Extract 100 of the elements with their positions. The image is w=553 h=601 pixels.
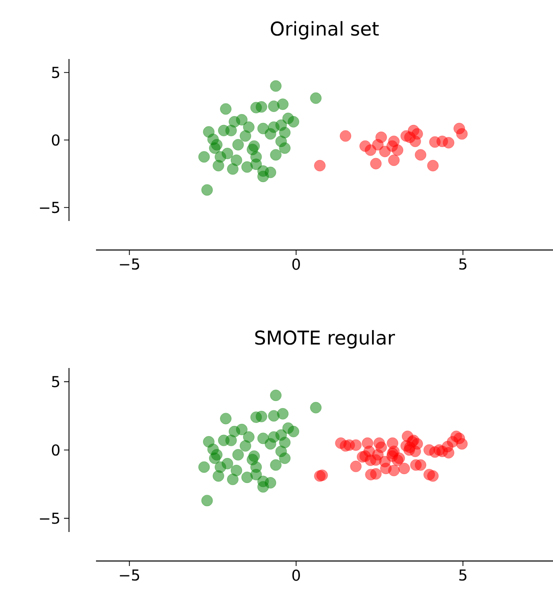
point (450, 430, 462, 442)
point (378, 146, 390, 158)
point (282, 422, 294, 434)
point (230, 154, 242, 166)
point (242, 431, 254, 443)
point (270, 80, 282, 92)
point (220, 103, 232, 115)
point (241, 161, 253, 173)
point (426, 160, 438, 172)
point (220, 412, 232, 424)
point (268, 410, 280, 422)
point (350, 439, 362, 451)
point (201, 494, 213, 506)
point (270, 390, 282, 402)
point (240, 130, 251, 142)
point (364, 468, 376, 480)
point (316, 470, 328, 481)
x-tick-label: 5 (459, 570, 466, 581)
y-tick-label: −5 (40, 512, 59, 524)
point (248, 140, 260, 152)
point (256, 101, 267, 113)
point (212, 470, 224, 482)
point (236, 114, 248, 126)
point (373, 437, 385, 449)
point (372, 139, 384, 150)
point (276, 98, 288, 110)
x-tick-label: 0 (292, 258, 300, 270)
y-tick-label: −5 (40, 202, 59, 214)
point (226, 163, 238, 175)
point (236, 424, 248, 436)
point (278, 126, 290, 138)
y-tick-label: 0 (52, 134, 60, 146)
y-tick-label: 5 (52, 66, 59, 78)
point (310, 92, 322, 104)
point (201, 184, 213, 196)
point (270, 459, 282, 471)
point (282, 112, 294, 124)
point (350, 460, 362, 472)
x-tick-label: 0 (292, 570, 300, 581)
point (414, 149, 426, 161)
x-tick-label: −5 (120, 570, 139, 581)
point (314, 160, 326, 172)
point (232, 139, 244, 150)
point (410, 459, 422, 471)
point (256, 410, 267, 422)
point (212, 160, 224, 172)
point (388, 154, 400, 166)
point (207, 444, 219, 456)
chart-title: Original set (270, 21, 379, 40)
point (276, 408, 288, 420)
point (232, 449, 244, 460)
point (222, 148, 233, 160)
point (398, 462, 410, 474)
point (257, 122, 269, 134)
point (340, 130, 351, 142)
point (423, 444, 435, 456)
point (264, 128, 276, 140)
point (198, 151, 210, 163)
point (257, 481, 269, 493)
point (433, 444, 445, 456)
point (403, 444, 415, 456)
point (198, 461, 210, 473)
point (242, 121, 254, 133)
chart-title: SMOTE regular (255, 330, 395, 348)
point (264, 438, 276, 450)
point (363, 446, 375, 458)
point (364, 144, 376, 156)
point (423, 468, 435, 480)
point (380, 462, 392, 474)
point (257, 170, 269, 182)
point (442, 440, 454, 452)
point (275, 446, 287, 458)
point (456, 128, 468, 140)
point (230, 464, 242, 476)
point (370, 454, 382, 466)
point (250, 468, 262, 480)
point (225, 434, 237, 446)
y-tick-label: 0 (52, 444, 60, 456)
y-tick-label: 5 (52, 376, 59, 388)
x-tick-label: −5 (120, 258, 139, 270)
point (222, 458, 233, 470)
x-tick-label: 5 (459, 258, 466, 270)
point (392, 144, 404, 156)
point (248, 450, 260, 462)
point (404, 132, 416, 143)
point (250, 158, 262, 170)
point (275, 136, 287, 148)
point (370, 158, 382, 170)
point (268, 100, 280, 112)
point (310, 402, 322, 414)
point (226, 474, 238, 486)
point (388, 136, 400, 148)
point (386, 437, 398, 449)
point (278, 436, 290, 448)
point (442, 137, 454, 148)
point (241, 472, 253, 484)
point (240, 440, 251, 452)
point (270, 149, 282, 161)
point (225, 124, 237, 136)
point (207, 134, 219, 146)
